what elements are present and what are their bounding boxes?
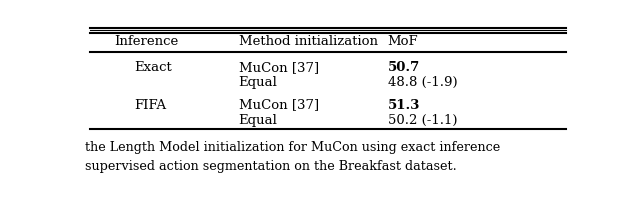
Text: 50.7: 50.7 [388,60,420,73]
Text: 51.3: 51.3 [388,98,420,111]
Text: supervised action segmentation on the Breakfast dataset.: supervised action segmentation on the Br… [85,159,457,172]
Text: MuCon [37]: MuCon [37] [239,60,319,73]
Text: Inference: Inference [115,34,179,48]
Text: the Length Model initialization for MuCon using exact inference: the Length Model initialization for MuCo… [85,141,500,153]
Text: Method initialization: Method initialization [239,34,378,48]
Text: Equal: Equal [239,75,278,88]
Text: Equal: Equal [239,113,278,126]
Text: MuCon [37]: MuCon [37] [239,98,319,111]
Text: Exact: Exact [134,60,172,73]
Text: MoF: MoF [388,34,418,48]
Text: FIFA: FIFA [134,98,166,111]
Text: 50.2 (-1.1): 50.2 (-1.1) [388,113,457,126]
Text: 48.8 (-1.9): 48.8 (-1.9) [388,75,457,88]
